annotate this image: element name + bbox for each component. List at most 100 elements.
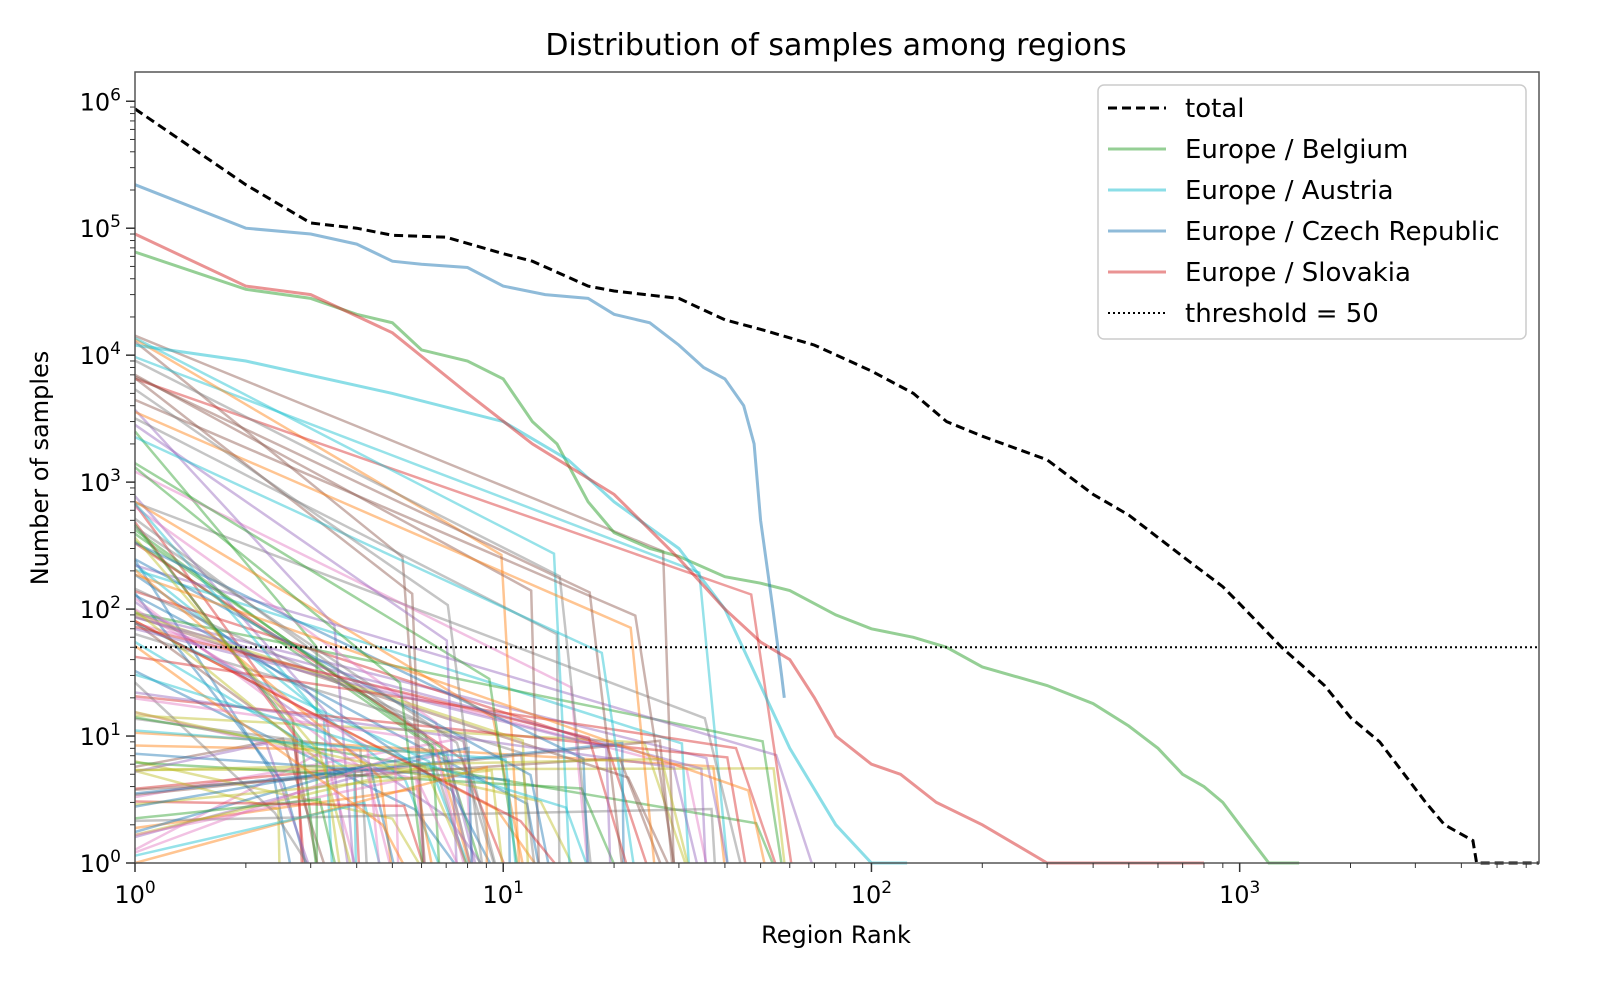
region-line bbox=[134, 517, 467, 864]
region-line bbox=[134, 765, 489, 865]
region-line bbox=[134, 612, 729, 864]
x-tick-label: 103 bbox=[1219, 878, 1260, 909]
y-tick-label: 103 bbox=[80, 466, 121, 497]
region-line bbox=[134, 717, 368, 864]
region-line bbox=[134, 739, 674, 864]
region-line bbox=[134, 587, 497, 864]
region-line bbox=[134, 466, 424, 864]
region-line bbox=[134, 750, 477, 864]
region-line bbox=[134, 597, 391, 864]
legend-box bbox=[1097, 84, 1527, 340]
region-line bbox=[134, 710, 573, 864]
region-line bbox=[134, 608, 381, 864]
series-line-europe-slovakia bbox=[134, 232, 1204, 865]
region-line bbox=[134, 542, 505, 864]
region-line bbox=[134, 807, 717, 864]
region-line bbox=[134, 541, 590, 864]
region-line bbox=[134, 742, 310, 864]
region-line bbox=[134, 695, 747, 864]
region-line bbox=[134, 373, 541, 864]
region-line bbox=[134, 532, 472, 864]
region-line bbox=[134, 609, 341, 864]
legend-label: threshold = 50 bbox=[1185, 299, 1379, 329]
x-axis: 100 101 102 103 bbox=[114, 863, 1527, 909]
region-line bbox=[134, 760, 420, 864]
region-line bbox=[134, 502, 334, 864]
region-line bbox=[134, 563, 440, 864]
region-line bbox=[134, 729, 517, 864]
region-line bbox=[134, 417, 561, 864]
chart-title: Distribution of samples among regions bbox=[545, 28, 1126, 63]
region-line bbox=[134, 573, 492, 864]
region-line bbox=[134, 470, 589, 864]
region-line bbox=[134, 800, 424, 864]
y-tick-label: 106 bbox=[80, 85, 121, 116]
region-line bbox=[134, 564, 813, 864]
region-line bbox=[134, 669, 456, 864]
region-line bbox=[134, 423, 458, 864]
region-line bbox=[134, 359, 592, 864]
region-line bbox=[134, 590, 648, 864]
region-line bbox=[134, 767, 786, 864]
region-line bbox=[134, 787, 433, 864]
region-line bbox=[134, 752, 511, 864]
legend-label: Europe / Czech Republic bbox=[1185, 217, 1500, 247]
x-tick-label: 101 bbox=[483, 878, 524, 909]
region-line bbox=[134, 592, 307, 864]
region-line bbox=[134, 375, 624, 864]
region-line bbox=[134, 568, 690, 864]
region-line bbox=[134, 594, 540, 864]
region-line bbox=[134, 619, 536, 864]
region-line bbox=[134, 622, 708, 864]
region-line bbox=[134, 573, 766, 864]
region-line bbox=[134, 754, 400, 864]
region-line bbox=[134, 600, 482, 864]
region-line bbox=[134, 462, 519, 864]
region-line bbox=[134, 691, 699, 864]
region-line bbox=[134, 757, 689, 864]
legend-label: total bbox=[1185, 94, 1244, 124]
series-layer bbox=[134, 107, 1539, 865]
region-line bbox=[134, 558, 550, 864]
region-line bbox=[134, 388, 484, 864]
region-line bbox=[134, 640, 358, 864]
region-line bbox=[134, 762, 395, 864]
region-line bbox=[134, 536, 352, 864]
region-line bbox=[134, 655, 777, 864]
legend-label: Europe / Belgium bbox=[1185, 135, 1408, 165]
region-line bbox=[134, 505, 472, 864]
y-tick-label: 102 bbox=[80, 593, 121, 624]
region-line bbox=[134, 616, 707, 864]
region-line bbox=[134, 801, 381, 864]
region-line bbox=[134, 627, 612, 864]
region-line bbox=[134, 619, 556, 864]
region-line bbox=[134, 711, 426, 864]
region-line bbox=[134, 741, 625, 864]
region-line bbox=[134, 355, 729, 864]
x-axis-label: Region Rank bbox=[761, 921, 911, 949]
region-line bbox=[134, 632, 536, 864]
region-line bbox=[134, 766, 361, 864]
region-line bbox=[134, 761, 615, 864]
region-line bbox=[134, 521, 304, 864]
region-line bbox=[134, 697, 465, 864]
region-line bbox=[134, 435, 635, 864]
x-tick-label: 102 bbox=[851, 878, 892, 909]
region-line bbox=[134, 611, 783, 864]
region-line bbox=[134, 410, 656, 864]
region-line bbox=[134, 568, 393, 864]
region-line bbox=[134, 430, 319, 864]
y-tick-label: 101 bbox=[80, 720, 121, 751]
region-line bbox=[134, 377, 425, 864]
region-line bbox=[134, 769, 504, 864]
plot-frame bbox=[134, 71, 1540, 864]
region-line bbox=[134, 769, 281, 864]
region-line bbox=[134, 495, 349, 864]
region-line bbox=[134, 338, 521, 864]
region-line bbox=[134, 714, 687, 864]
region-line bbox=[134, 681, 309, 864]
region-line bbox=[134, 731, 726, 864]
region-line bbox=[134, 524, 318, 864]
region-line bbox=[134, 673, 588, 864]
